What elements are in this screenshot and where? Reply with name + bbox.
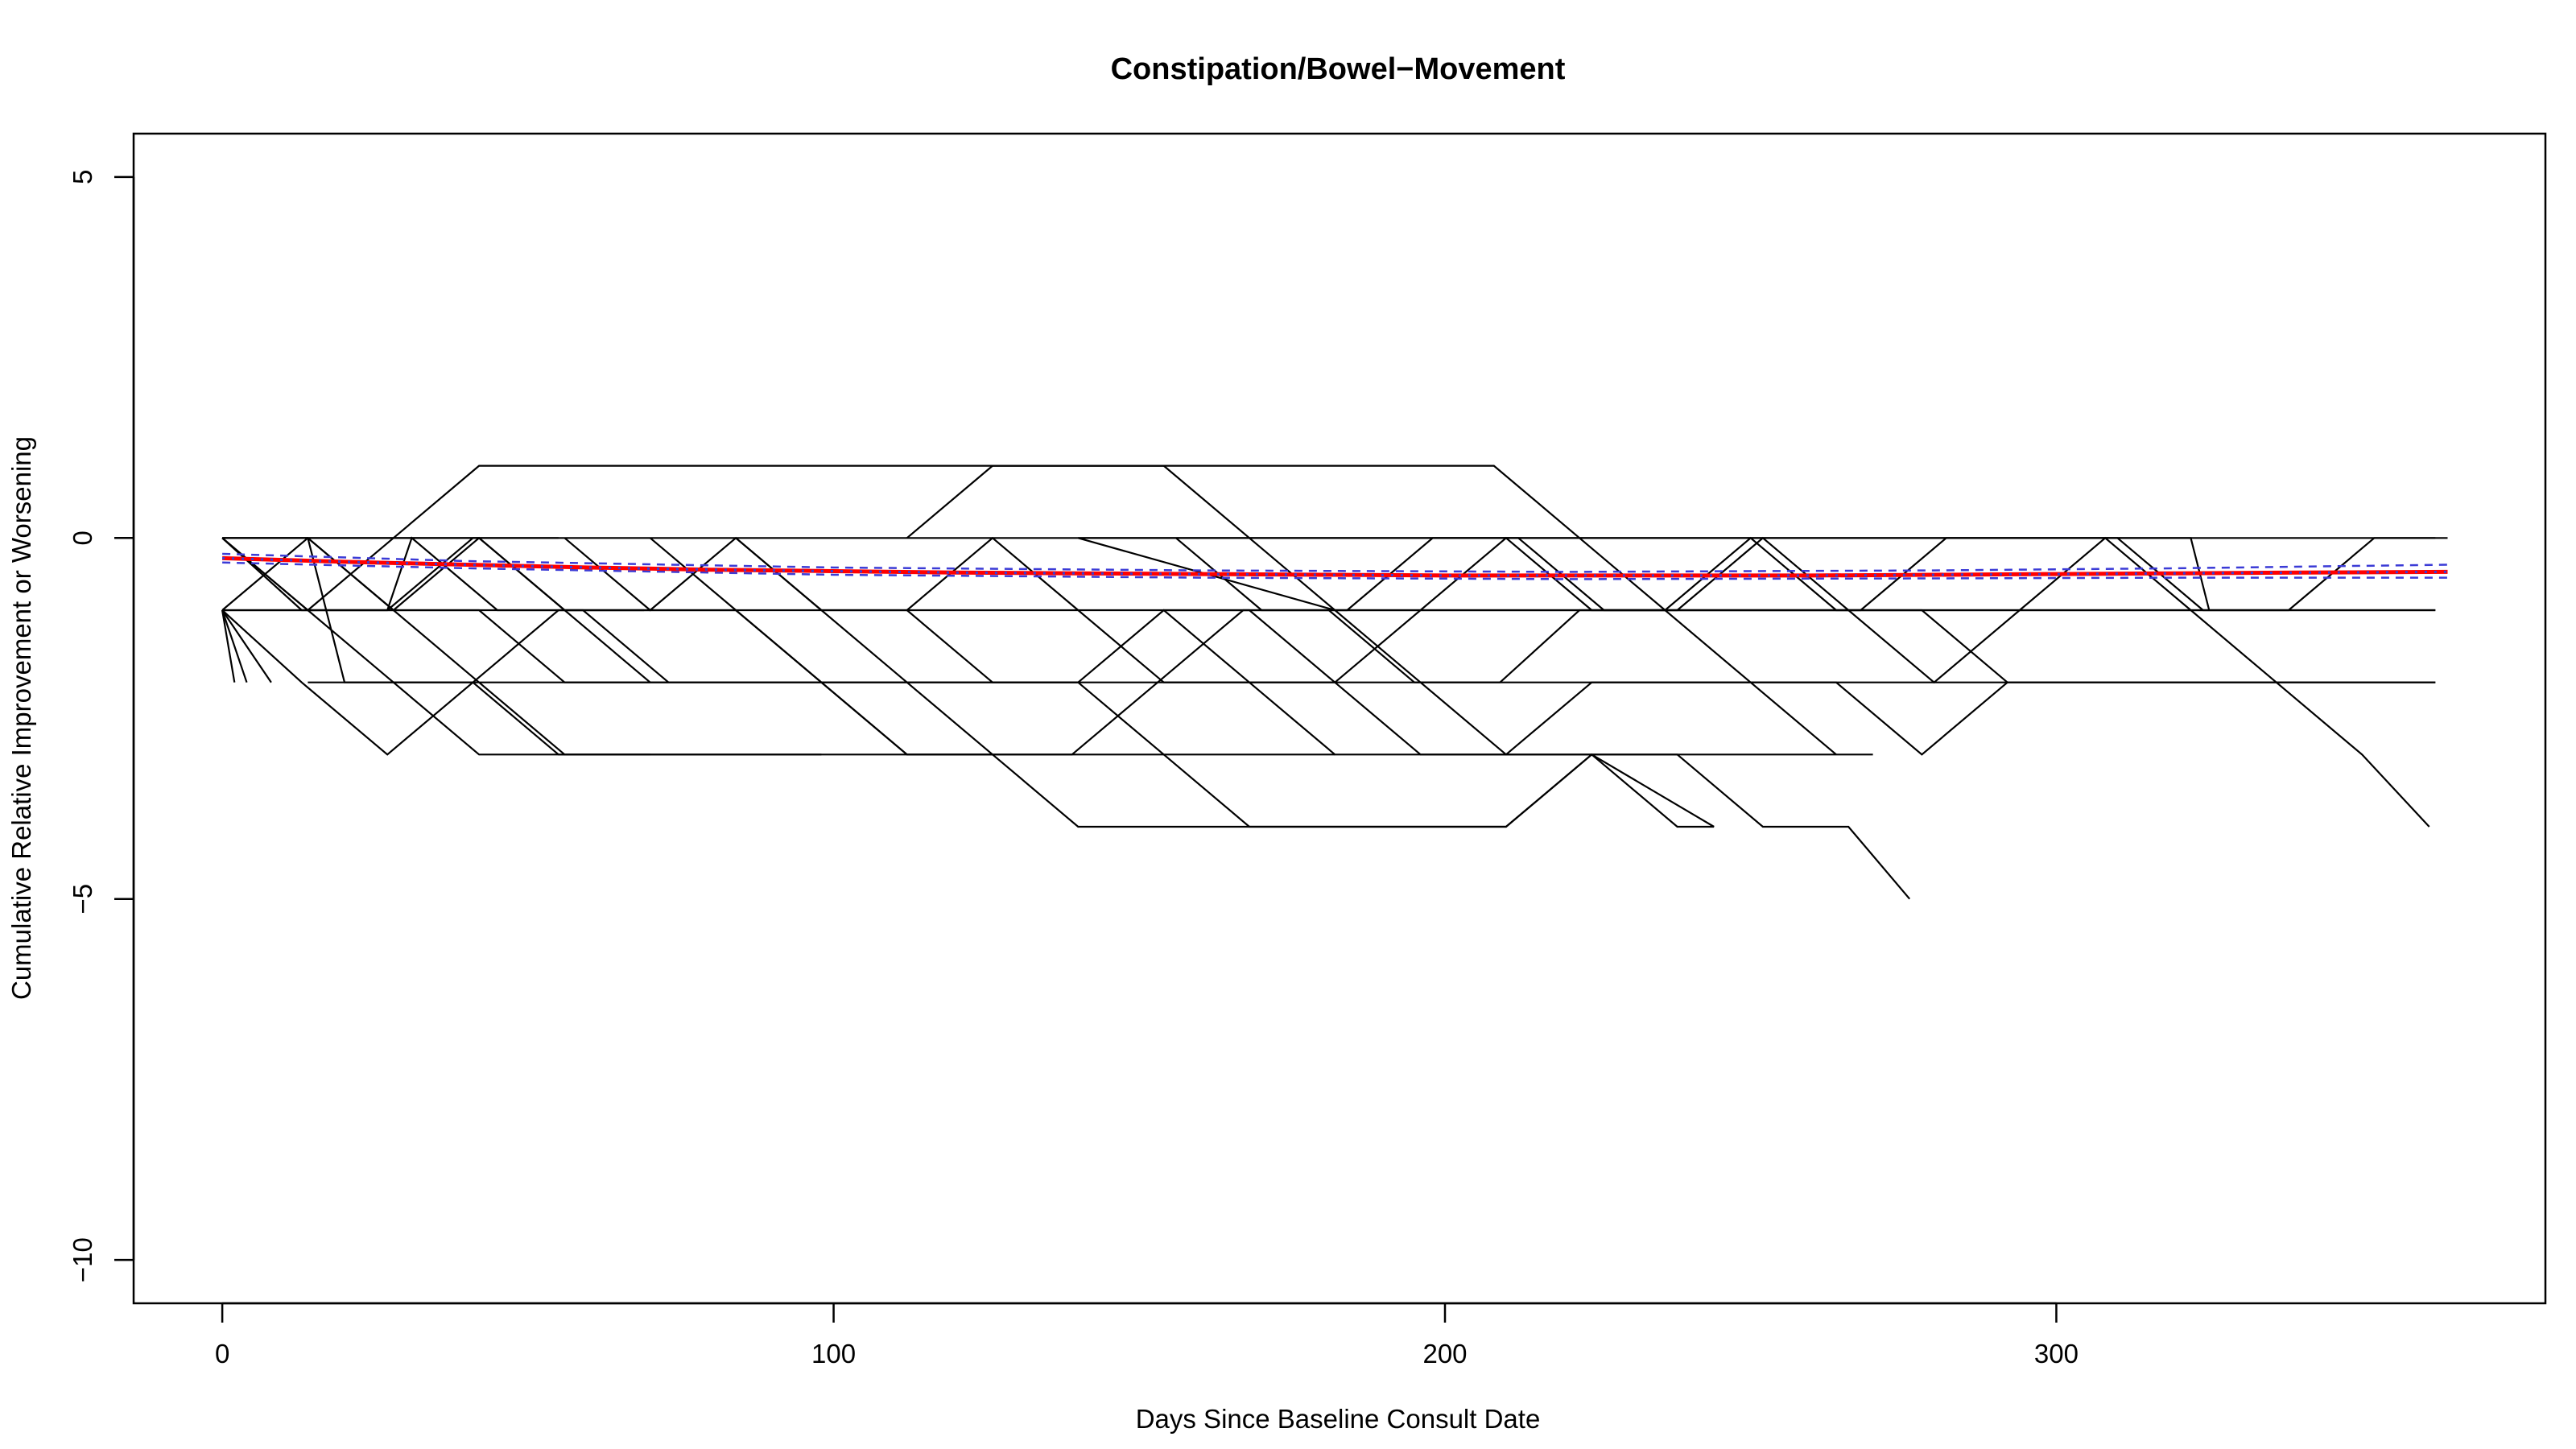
y-tick-label: −5 bbox=[68, 884, 97, 914]
y-axis-label: Cumulative Relative Improvement or Worse… bbox=[6, 436, 36, 1000]
x-tick-label: 0 bbox=[215, 1339, 229, 1368]
x-tick-label: 100 bbox=[811, 1339, 856, 1368]
x-tick-label: 200 bbox=[1422, 1339, 1467, 1368]
x-axis: 0 100 200 300 bbox=[215, 1302, 2079, 1368]
y-tick-label: −10 bbox=[68, 1237, 97, 1282]
trajectory-line-16 bbox=[735, 537, 1715, 828]
trajectory-line-15 bbox=[649, 537, 1335, 756]
y-axis: 5 0 −5 −10 bbox=[68, 170, 135, 1282]
x-axis-label: Days Since Baseline Consult Date bbox=[1136, 1404, 1541, 1434]
ci-upper-line bbox=[222, 552, 2448, 573]
x-tick-label: 300 bbox=[2034, 1339, 2079, 1368]
ci-lower-line bbox=[222, 561, 2448, 580]
trajectory-line-4 bbox=[221, 609, 272, 683]
mean-line bbox=[222, 555, 2448, 578]
plot-lines bbox=[221, 464, 2448, 900]
trajectory-line-3 bbox=[221, 609, 248, 683]
y-tick-label: 5 bbox=[68, 170, 97, 184]
y-tick-label: 0 bbox=[68, 530, 97, 545]
chart-title: Constipation/Bowel−Movement bbox=[1111, 52, 1566, 86]
trajectory-line-2 bbox=[221, 609, 236, 683]
